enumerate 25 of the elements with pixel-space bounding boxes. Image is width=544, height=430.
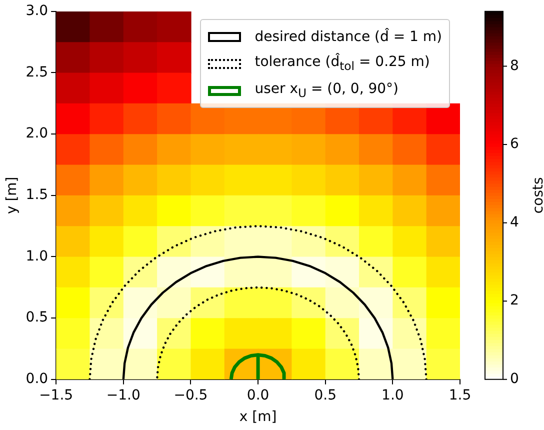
x-tick-label: 1.0 <box>382 387 404 404</box>
y-tick-label: 2.0 <box>26 126 48 142</box>
x-tick-label: 0.0 <box>246 387 270 404</box>
color-bar-label: 8 <box>510 58 519 74</box>
x-axis-title: x [m] <box>239 409 277 426</box>
y-tick-label: 1.5 <box>26 187 48 204</box>
color-bar-label: 4 <box>510 214 519 230</box>
legend-label: desired distance (d̂ = 1 m) <box>254 28 442 45</box>
y-axis-title: y [m] <box>4 176 20 214</box>
color-bar-title: costs <box>530 177 544 214</box>
x-tick-label: 1.5 <box>448 387 472 404</box>
x-tick-label: −0.5 <box>174 387 208 404</box>
y-tick-label: 1.0 <box>26 248 48 264</box>
x-tick-label: 0.5 <box>314 387 336 404</box>
color-bar-label: 6 <box>510 136 519 152</box>
legend-label: user x$_{U}$ = (0, 0, 90°) <box>254 81 399 100</box>
x-tick-label: −1.5 <box>39 387 74 404</box>
y-tick-label: 0.0 <box>26 371 48 388</box>
y-tick-label: 3.0 <box>26 3 48 20</box>
legend-label: tolerance (d̂$_{tol}$ = 0.25 m) <box>254 54 430 74</box>
y-tick-label: 2.5 <box>26 64 48 80</box>
y-tick-label: 0.5 <box>26 310 48 326</box>
color-bar-label: 2 <box>510 292 519 309</box>
color-bar-label: 0 <box>510 371 519 388</box>
x-tick-label: −1.0 <box>106 387 140 404</box>
